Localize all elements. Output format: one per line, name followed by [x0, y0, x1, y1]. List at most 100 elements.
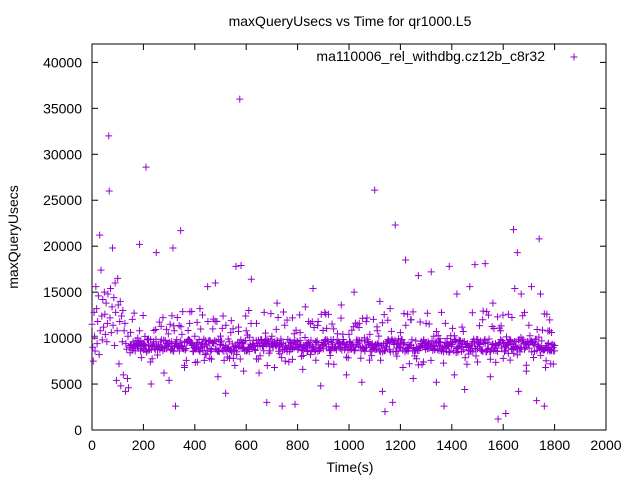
data-point: [196, 305, 204, 313]
data-point: [191, 332, 199, 340]
data-point: [502, 409, 510, 417]
data-point: [109, 321, 117, 329]
data-point: [124, 332, 132, 340]
data-point: [267, 335, 275, 343]
data-point: [89, 357, 97, 365]
data-point: [215, 336, 223, 344]
data-point: [308, 318, 316, 326]
data-point: [152, 335, 160, 343]
data-point: [376, 297, 384, 305]
data-point: [236, 355, 244, 363]
data-point: [387, 327, 395, 335]
data-point: [182, 356, 190, 364]
data-point: [130, 309, 138, 317]
legend-marker-plus: [570, 53, 578, 61]
data-point: [93, 305, 101, 313]
data-point: [200, 356, 208, 364]
data-point: [386, 338, 394, 346]
data-point: [101, 310, 109, 318]
data-point: [468, 309, 476, 317]
data-point: [152, 249, 160, 257]
data-point: [348, 326, 356, 334]
data-point: [525, 321, 533, 329]
data-point: [132, 339, 140, 347]
data-point: [165, 376, 173, 384]
x-tick-label: 800: [286, 437, 310, 453]
data-point: [136, 327, 144, 335]
data-point: [288, 314, 296, 322]
data-point: [332, 402, 340, 410]
data-point: [517, 333, 525, 341]
data-point: [302, 344, 310, 352]
data-point: [494, 341, 502, 349]
data-point: [492, 358, 500, 366]
data-point: [474, 358, 481, 366]
data-point: [540, 310, 548, 318]
data-point: [169, 244, 177, 252]
data-point: [160, 336, 168, 344]
data-point: [363, 314, 371, 322]
data-point: [510, 349, 518, 357]
data-point: [364, 339, 372, 347]
data-point: [278, 354, 286, 362]
data-point: [366, 356, 374, 364]
data-point: [396, 339, 404, 347]
data-point: [328, 320, 336, 328]
data-point: [108, 303, 116, 311]
data-point: [395, 335, 403, 343]
data-point: [422, 319, 430, 327]
data-point: [96, 231, 104, 239]
data-point: [91, 347, 99, 355]
data-point: [423, 309, 431, 317]
data-point: [454, 348, 462, 356]
data-point: [544, 339, 552, 347]
data-point: [526, 332, 534, 340]
data-point: [450, 371, 458, 379]
data-point: [217, 332, 224, 340]
data-point: [416, 318, 424, 326]
data-point: [366, 347, 374, 355]
data-point: [434, 332, 442, 340]
data-point: [339, 330, 347, 338]
data-point: [414, 272, 422, 280]
data-point: [165, 338, 173, 346]
data-point: [234, 342, 242, 350]
data-point: [138, 345, 146, 353]
data-point: [299, 351, 307, 359]
data-point: [245, 307, 253, 315]
data-point: [440, 402, 448, 410]
data-point: [164, 330, 172, 338]
y-axis-ticks: 0 5000 10000 15000 20000 25000 30000 35000 40000: [43, 54, 606, 438]
data-point: [263, 398, 271, 406]
data-point: [368, 352, 376, 360]
data-point: [106, 314, 114, 322]
data-point: [459, 328, 467, 336]
data-point: [177, 227, 185, 235]
data-point: [236, 95, 244, 103]
data-point: [317, 382, 325, 390]
data-point: [274, 313, 282, 321]
data-point: [522, 367, 530, 375]
data-point: [499, 311, 507, 319]
data-point: [328, 339, 336, 347]
data-point: [528, 348, 536, 356]
data-point: [310, 323, 318, 331]
y-axis-label: maxQueryUsecs: [5, 185, 21, 288]
data-point: [524, 339, 532, 347]
data-point: [207, 348, 215, 356]
data-point: [128, 315, 136, 323]
data-point: [256, 352, 264, 360]
data-point: [103, 319, 111, 327]
data-point: [297, 352, 305, 360]
data-point: [90, 308, 98, 316]
data-point: [453, 290, 461, 298]
data-point: [260, 308, 268, 316]
data-point: [291, 400, 299, 408]
data-point: [409, 308, 417, 316]
data-point: [501, 342, 509, 350]
y-tick-label: 15000: [43, 284, 82, 300]
data-point: [466, 283, 474, 291]
data-point: [521, 345, 529, 353]
data-point: [204, 283, 212, 291]
data-point: [188, 307, 196, 315]
